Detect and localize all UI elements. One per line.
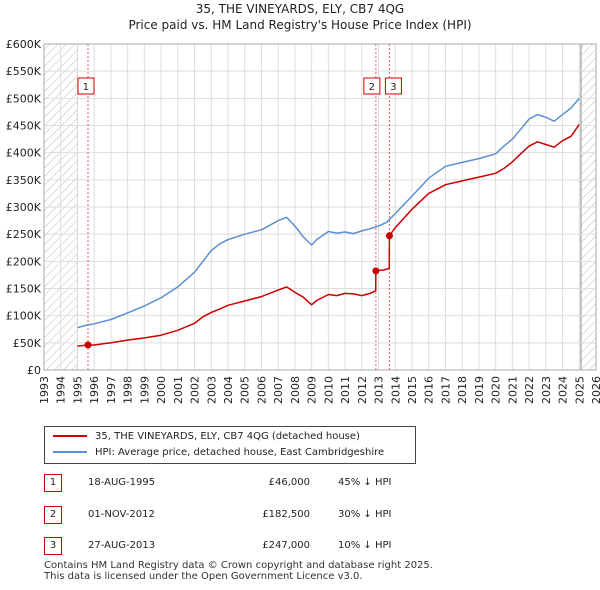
badge-label: 2: [369, 82, 375, 93]
x-tick-label: 2024: [557, 376, 570, 404]
transaction-date: 01-NOV-2012: [88, 509, 155, 520]
x-tick-label: 2023: [540, 376, 553, 404]
badge-box: [384, 77, 402, 95]
y-tick-label: £0: [27, 364, 41, 377]
transaction-row: 2 01-NOV-2012 £182,500 30% ↓ HPI: [44, 506, 424, 524]
footer-copyright: Contains HM Land Registry data © Crown c…: [44, 560, 433, 571]
x-tick-label: 1998: [122, 376, 135, 404]
transaction-point: [372, 267, 380, 275]
legend: 35, THE VINEYARDS, ELY, CB7 4QG (detache…: [44, 426, 416, 464]
x-tick-label: 2016: [423, 376, 436, 404]
x-tick-label: 2005: [239, 376, 252, 404]
x-tick-label: 2004: [222, 376, 235, 404]
y-tick-label: £250K: [6, 228, 42, 241]
x-tick-label: 1999: [138, 376, 151, 404]
badge-label: 3: [390, 82, 396, 93]
legend-item-hpi: HPI: Average price, detached house, East…: [53, 445, 384, 461]
hpi-series-line: [77, 97, 580, 329]
transaction-price: £46,000: [268, 477, 310, 488]
x-tick-label: 1993: [38, 376, 51, 404]
legend-item-property: 35, THE VINEYARDS, ELY, CB7 4QG (detache…: [53, 429, 360, 445]
y-tick-label: £300K: [6, 201, 42, 214]
transaction-badge-marker: 1: [77, 77, 95, 95]
x-tick-label: 2010: [322, 376, 335, 404]
x-tick-label: 2001: [172, 376, 185, 404]
transaction-date: 27-AUG-2013: [88, 540, 156, 551]
x-tick-label: 2022: [523, 376, 536, 404]
x-tick-label: 1994: [55, 376, 68, 404]
legend-swatch-property: [53, 435, 87, 437]
transaction-hpi-diff: 30% ↓ HPI: [338, 509, 392, 520]
y-tick-label: £500K: [6, 92, 42, 105]
footer-licence: This data is licensed under the Open Gov…: [44, 571, 363, 582]
x-tick-label: 2018: [456, 376, 469, 404]
badge-box: [363, 77, 381, 95]
transaction-row: 1 18-AUG-1995 £46,000 45% ↓ HPI: [44, 474, 424, 492]
legend-label-hpi: HPI: Average price, detached house, East…: [95, 447, 385, 458]
x-tick-label: 2017: [439, 376, 452, 404]
x-tick-label: 2013: [373, 376, 386, 404]
x-tick-label: 2021: [506, 376, 519, 404]
y-tick-label: £350K: [6, 174, 42, 187]
x-tick-label: 2020: [490, 376, 503, 404]
x-tick-label: 2012: [356, 376, 369, 404]
x-tick-label: 1996: [88, 376, 101, 404]
legend-label-property: 35, THE VINEYARDS, ELY, CB7 4QG (detache…: [95, 431, 360, 442]
y-tick-label: £400K: [6, 147, 42, 160]
x-tick-label: 1997: [105, 376, 118, 404]
y-tick-label: £450K: [6, 120, 42, 133]
transaction-point: [84, 341, 92, 349]
transaction-price: £182,500: [262, 509, 310, 520]
x-tick-label: 1995: [71, 376, 84, 404]
x-tick-label: 2003: [205, 376, 218, 404]
transaction-badge: 1: [44, 474, 62, 492]
x-tick-label: 2025: [573, 376, 586, 404]
x-tick-label: 2002: [189, 376, 202, 404]
y-tick-label: £550K: [6, 65, 42, 78]
x-tick-label: 2015: [406, 376, 419, 404]
x-tick-label: 2006: [255, 376, 268, 404]
y-tick-label: £150K: [6, 283, 42, 296]
property-series-line: [77, 123, 580, 347]
y-tick-label: £100K: [6, 310, 42, 323]
transaction-badge-marker: 2: [363, 77, 381, 95]
price-chart: 1 2 3 £0 £50K £100K £150K £200K £250K £300K £350K…: [6, 38, 600, 404]
chart-title: 35, THE VINEYARDS, ELY, CB7 4QG: [195, 2, 405, 16]
x-tick-label: 2008: [289, 376, 302, 404]
transaction-row: 3 27-AUG-2013 £247,000 10% ↓ HPI: [44, 537, 424, 555]
x-tick-label: 2014: [389, 376, 402, 404]
x-tick-label: 2009: [306, 376, 319, 404]
x-tick-label: 2011: [339, 376, 352, 404]
transaction-badge: 3: [44, 537, 62, 555]
transaction-hpi-diff: 10% ↓ HPI: [338, 540, 392, 551]
y-tick-label: £50K: [13, 337, 42, 350]
badge-box: [77, 77, 95, 95]
badge-label: 1: [83, 82, 89, 93]
footer: Contains HM Land Registry data © Crown c…: [44, 560, 433, 582]
x-tick-label: 2007: [272, 376, 285, 404]
transaction-point: [385, 232, 393, 240]
transaction-hpi-diff: 45% ↓ HPI: [338, 477, 392, 488]
chart-subtitle: Price paid vs. HM Land Registry's House …: [128, 18, 472, 32]
x-tick-label: 2019: [473, 376, 486, 404]
y-tick-label: £200K: [6, 255, 42, 268]
legend-swatch-hpi: [53, 451, 87, 453]
x-tick-label: 2026: [590, 376, 600, 404]
transaction-price: £247,000: [262, 540, 310, 551]
transaction-date: 18-AUG-1995: [88, 477, 156, 488]
x-tick-label: 2000: [155, 376, 168, 404]
transaction-badge: 2: [44, 506, 62, 524]
y-tick-label: £600K: [6, 38, 42, 51]
plot-frame: [43, 43, 597, 371]
transaction-badge-marker: 3: [384, 77, 402, 95]
